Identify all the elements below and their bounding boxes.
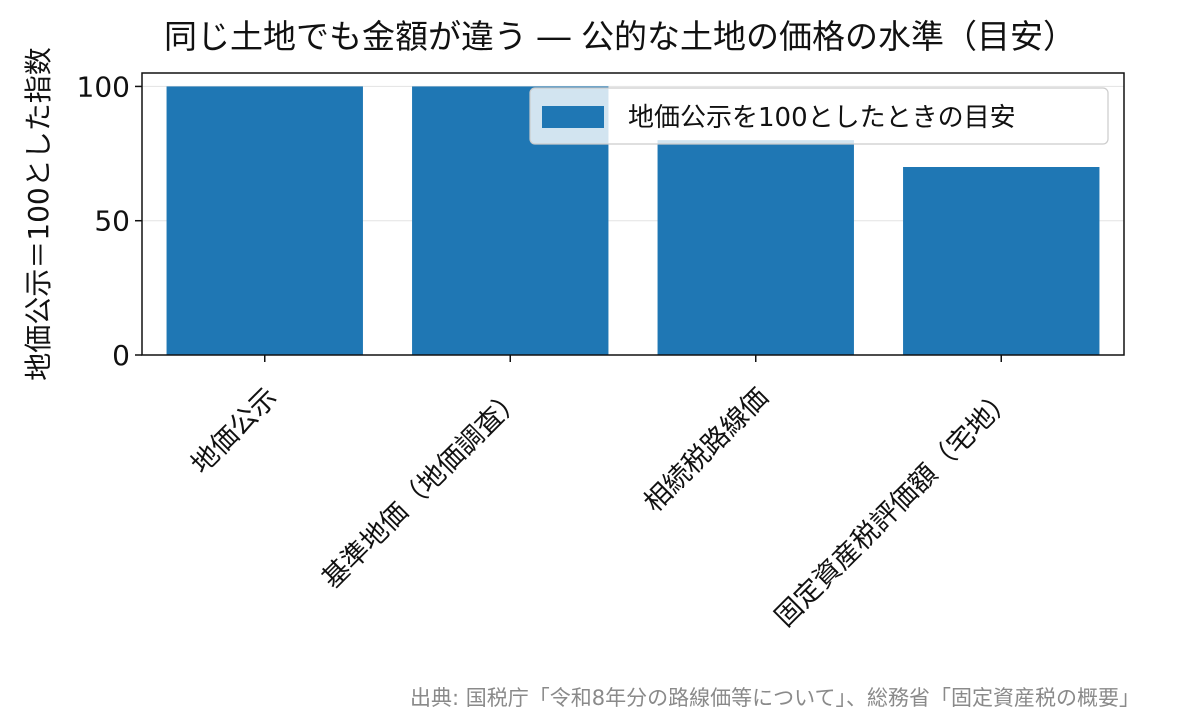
x-tick-label: 基準地価（地価調査） [316, 382, 529, 595]
x-tick-label: 固定資産税評価額（宅地） [769, 382, 1020, 633]
y-tick-label: 100 [77, 70, 130, 103]
bar [903, 167, 1100, 355]
x-tick-label: 相続税路線価 [638, 382, 774, 518]
y-tick-label: 50 [94, 205, 130, 238]
legend: 地価公示を100としたときの目安 [529, 87, 1109, 145]
bars [166, 86, 1100, 355]
chart-title: 同じ土地でも金額が違う ― 公的な土地の価格の水準（目安） [164, 17, 1076, 56]
legend-label: 地価公示を100としたときの目安 [628, 103, 1016, 133]
plot-frame [141, 72, 1125, 356]
source-note: 出典: 国税庁「令和8年分の路線価等について」、総務省「固定資産税の概要」 [410, 686, 1140, 710]
bar [657, 140, 854, 355]
legend-box [529, 87, 1109, 145]
y-tick-label: 0 [112, 339, 130, 372]
y-axis-label: 地価公示＝100とした指数 [22, 47, 55, 380]
legend-swatch [542, 106, 604, 128]
bar [166, 86, 363, 355]
y-ticks: 0 50 100 [77, 70, 142, 372]
x-tick-label: 地価公示 [185, 382, 283, 480]
